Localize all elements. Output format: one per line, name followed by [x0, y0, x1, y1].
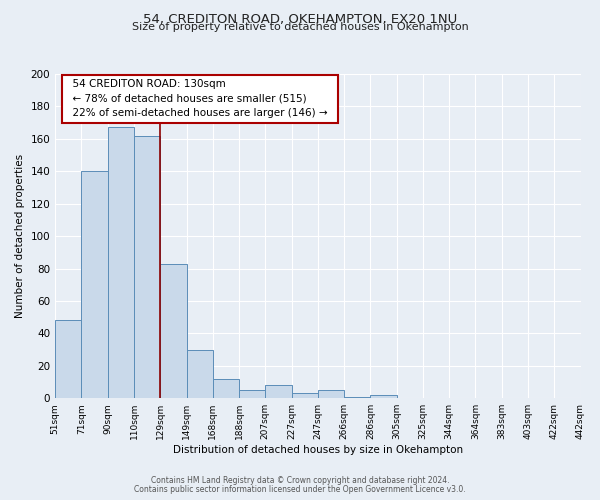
Bar	[318, 390, 344, 398]
Bar	[239, 390, 265, 398]
Bar	[108, 128, 134, 398]
Bar	[82, 172, 108, 398]
Bar	[265, 385, 292, 398]
X-axis label: Distribution of detached houses by size in Okehampton: Distribution of detached houses by size …	[173, 445, 463, 455]
Text: Contains HM Land Registry data © Crown copyright and database right 2024.: Contains HM Land Registry data © Crown c…	[151, 476, 449, 485]
Text: 54, CREDITON ROAD, OKEHAMPTON, EX20 1NU: 54, CREDITON ROAD, OKEHAMPTON, EX20 1NU	[143, 12, 457, 26]
Bar	[292, 394, 318, 398]
Bar	[134, 136, 160, 398]
Bar	[344, 396, 370, 398]
Text: 54 CREDITON ROAD: 130sqm
  ← 78% of detached houses are smaller (515)
  22% of s: 54 CREDITON ROAD: 130sqm ← 78% of detach…	[65, 79, 334, 118]
Text: Size of property relative to detached houses in Okehampton: Size of property relative to detached ho…	[131, 22, 469, 32]
Text: Contains public sector information licensed under the Open Government Licence v3: Contains public sector information licen…	[134, 485, 466, 494]
Bar	[160, 264, 187, 398]
Bar	[55, 320, 82, 398]
Y-axis label: Number of detached properties: Number of detached properties	[15, 154, 25, 318]
Bar	[187, 350, 213, 398]
Bar	[213, 379, 239, 398]
Bar	[370, 395, 397, 398]
